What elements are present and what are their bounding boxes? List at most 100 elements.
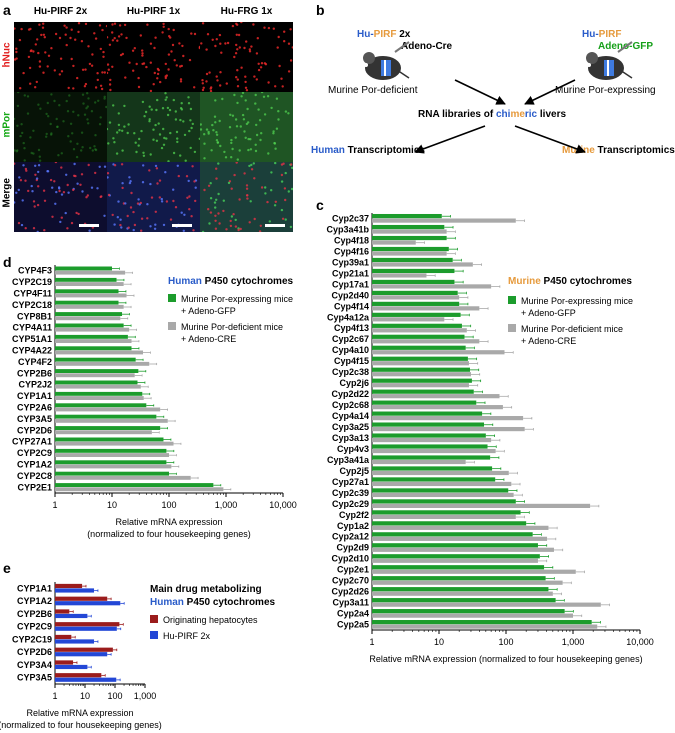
bar (372, 437, 492, 443)
x-tick-label: 100 (498, 637, 513, 647)
micrograph-image (200, 92, 294, 163)
category-label: CYP2E1 (17, 482, 52, 492)
micrograph-image (14, 92, 108, 163)
bar (372, 284, 492, 289)
bar (372, 361, 469, 366)
legend-label: Murine Por-deficient mice (181, 322, 283, 332)
category-label: Cyp4f13 (334, 323, 369, 333)
category-label: CYP2C9 (17, 448, 52, 458)
bar (55, 453, 169, 457)
bar (372, 400, 477, 405)
category-label: Cyp3a41b (326, 224, 369, 234)
x-axis-label: Relative mRNA expression (115, 517, 222, 527)
category-label: Cyp2a12 (332, 532, 369, 542)
bar (372, 240, 416, 245)
category-label: CYP2C19 (12, 277, 52, 287)
bar (55, 583, 83, 589)
bar (372, 372, 471, 377)
x-tick-label: 10 (434, 637, 444, 647)
left-mouse-caption: Murine Por-deficient (328, 85, 418, 96)
bar (372, 378, 472, 383)
human-transcriptomics-label: Human Transcriptomics (311, 145, 425, 156)
bar (372, 356, 468, 361)
left-mouse-virus: Adeno-Cre (401, 41, 453, 52)
category-label: Cyp3a13 (332, 433, 369, 443)
bar (372, 613, 573, 618)
bar (55, 483, 214, 487)
bar (372, 576, 546, 581)
panel-label-e: e (3, 560, 11, 576)
bar (55, 357, 136, 362)
bar (372, 295, 460, 300)
bar (372, 587, 549, 592)
bar (372, 602, 601, 607)
micrograph-image (200, 22, 294, 93)
category-label: Cyp2a5 (337, 620, 369, 630)
bar (372, 510, 521, 515)
legend-swatch (150, 631, 158, 639)
bar (55, 677, 117, 682)
legend-swatch (168, 294, 176, 302)
category-label: CYP2J2 (18, 380, 52, 390)
category-label: Cyp3a41a (327, 455, 370, 465)
bar (372, 547, 554, 552)
category-label: Cyp21a1 (332, 268, 369, 278)
bar (55, 293, 127, 298)
x-tick-label: 1,000 (134, 691, 157, 701)
bar (55, 334, 128, 339)
bar (372, 312, 461, 317)
bar (55, 266, 112, 271)
legend-swatch (508, 324, 516, 332)
x-tick-label: 1 (52, 500, 57, 510)
x-tick-label: 1 (369, 637, 374, 647)
bar (372, 257, 453, 263)
bar (372, 488, 509, 493)
bar (372, 213, 442, 219)
bar (55, 391, 143, 396)
bar (372, 521, 527, 526)
bar (372, 591, 553, 596)
bar (55, 426, 161, 430)
bar (372, 554, 540, 559)
bar (55, 588, 95, 593)
x-axis-label-line2: (normalized to four housekeeping genes) (0, 720, 162, 730)
x-tick-label: 10,000 (626, 637, 654, 647)
bar (372, 609, 565, 614)
bar (55, 448, 167, 453)
legend-label: + Adeno-GFP (181, 306, 236, 316)
chart-drug-metabolizing-p450: 1 10 100 1,000 CYP1A1 CYP1A2 CYP2B6 CYP2C9 CYP2C… (0, 582, 276, 730)
category-label: CYP2C9 (17, 622, 52, 632)
category-label: Cyp2c37 (332, 213, 369, 223)
bar (55, 664, 88, 670)
bar (55, 270, 126, 275)
category-label: CYP27A1 (12, 437, 52, 447)
category-label: Cyp2d9 (336, 543, 369, 553)
category-label: CYP1A1 (17, 391, 52, 401)
legend-swatch (168, 322, 176, 330)
micrograph-row-label: Merge (1, 178, 13, 208)
category-label: Cyp2c29 (332, 499, 369, 509)
bar (55, 460, 167, 465)
bar (55, 437, 164, 442)
category-label: Cyp2c39 (332, 488, 369, 498)
bar (55, 441, 174, 446)
category-label: Cyp2a4 (337, 609, 369, 619)
x-tick-label: 1,000 (215, 500, 238, 510)
bar (372, 290, 458, 296)
category-label: Cyp4a10 (332, 345, 369, 355)
bar (55, 327, 130, 332)
category-label: CYP4F2 (18, 357, 52, 367)
chart-murine-p450: 1 10 100 1,000 10,000Cyp2c37Cyp3a41bCyp4f18C… (326, 213, 654, 664)
category-label: CYP2A6 (17, 403, 52, 413)
bar (372, 389, 474, 394)
x-tick-label: 10 (107, 500, 117, 510)
bar (55, 350, 144, 355)
bar (372, 246, 449, 252)
bar (372, 306, 480, 311)
bar (372, 383, 469, 388)
bar (372, 229, 447, 234)
bar (372, 328, 467, 333)
micrograph-image (107, 92, 201, 163)
arrow-right-in (524, 79, 576, 105)
bar (55, 673, 102, 678)
